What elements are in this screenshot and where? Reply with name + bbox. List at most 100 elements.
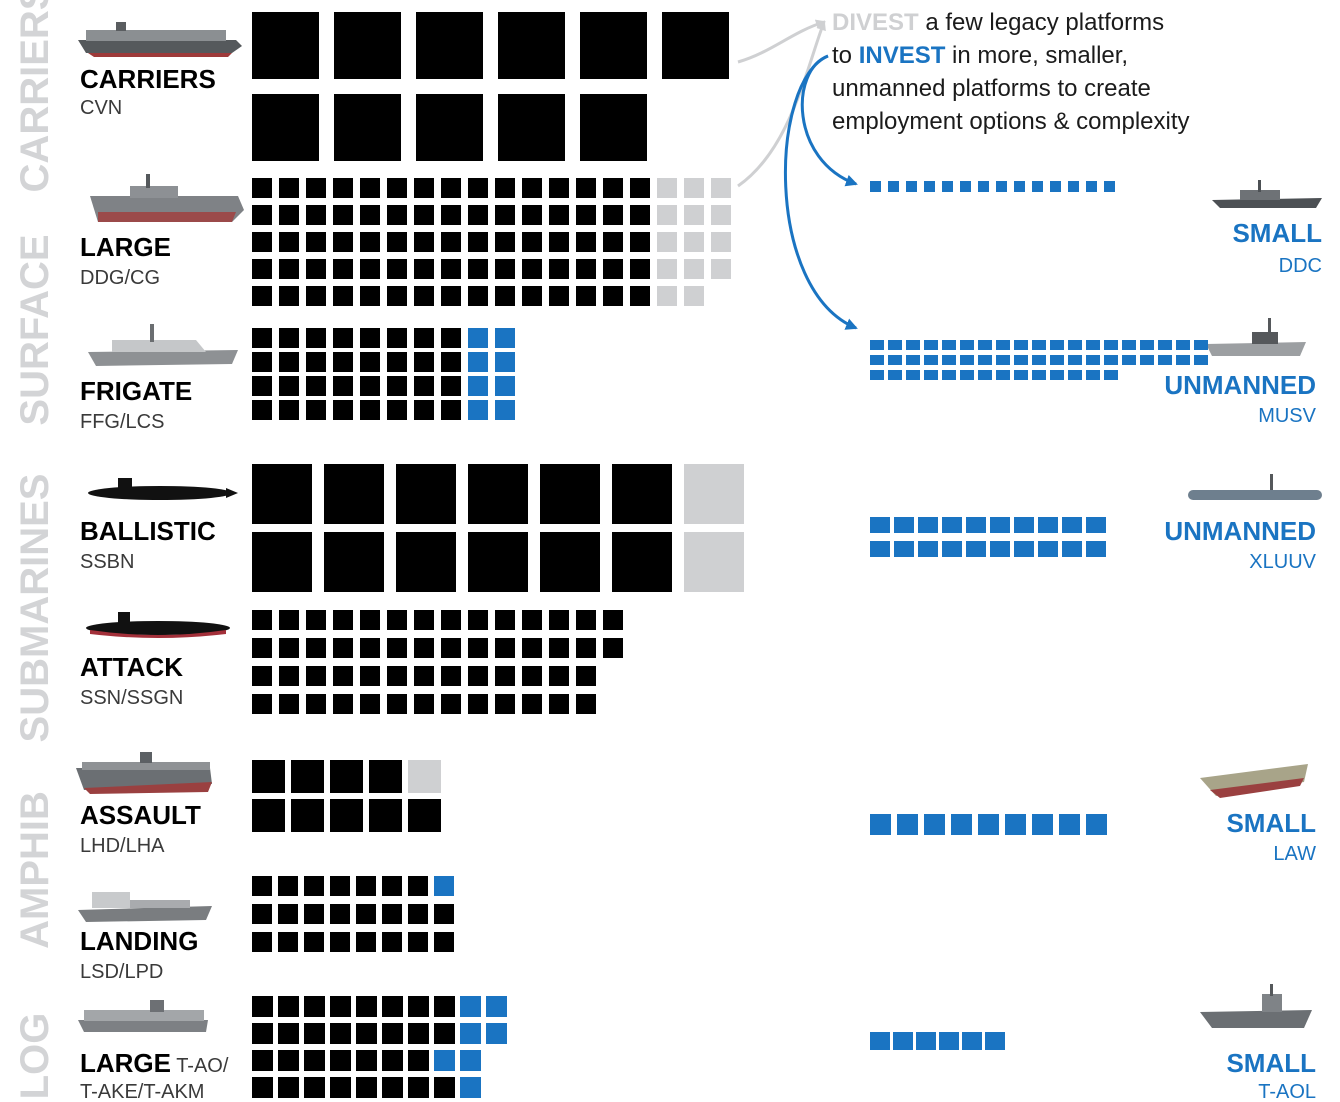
waffle-cell-existing: [576, 259, 596, 279]
waffle-cell-existing: [441, 259, 461, 279]
invest-word: INVEST: [859, 42, 946, 69]
waffle-cell-existing: [540, 464, 600, 524]
divest-word: DIVEST: [832, 9, 919, 36]
new-platform-cell: [906, 181, 917, 192]
waffle-cell-existing: [434, 904, 454, 924]
new-platform-cell: [924, 340, 938, 350]
waffle-cell-existing: [360, 205, 380, 225]
waffle-cell-existing: [333, 205, 353, 225]
waffle-cell-existing: [330, 760, 363, 793]
waffle-cell-existing: [324, 464, 384, 524]
category-label-log: LOG: [13, 1013, 57, 1100]
waffle-cell-existing: [441, 205, 461, 225]
waffle-cell-existing: [414, 694, 434, 714]
waffle-cell-existing: [306, 376, 326, 396]
new-platform-cell: [1032, 814, 1053, 835]
waffle-cell-invest: [495, 328, 515, 348]
annotation-line-1: DIVEST a few legacy platforms: [832, 9, 1164, 36]
waffle-cell-existing: [414, 400, 434, 420]
waffle-cell-existing: [279, 259, 299, 279]
waffle-cell-existing: [468, 464, 528, 524]
waffle-cell-existing: [495, 610, 515, 630]
waffle-cell-existing: [441, 286, 461, 306]
waffle-cell-existing: [414, 178, 434, 198]
ship-code-frigate: FFG/LCS: [80, 411, 164, 433]
waffle-cell-existing: [387, 638, 407, 658]
waffle-cell-existing: [387, 205, 407, 225]
new-platform-cell: [978, 370, 992, 380]
annotation-line-1-rest: a few legacy platforms: [919, 9, 1164, 36]
waffle-cell-existing: [630, 205, 650, 225]
waffle-cell-existing: [522, 259, 542, 279]
ship-label-carriers: CARRIERS: [80, 64, 216, 94]
waffle-cell-existing: [333, 638, 353, 658]
waffle-cell-existing: [278, 1077, 299, 1098]
waffle-cell-existing: [252, 876, 272, 896]
waffle-cell-existing: [382, 932, 402, 952]
new-label-musv: UNMANNED: [1164, 370, 1316, 400]
waffle-cell-existing: [549, 259, 569, 279]
new-platform-cell: [916, 1032, 936, 1050]
waffle-cell-existing: [580, 12, 647, 79]
waffle-cell-existing: [306, 352, 326, 372]
waffle-cell-existing: [334, 12, 401, 79]
waffle-cell-existing: [369, 760, 402, 793]
waffle-cell-existing: [279, 376, 299, 396]
waffle-cell-existing: [408, 1050, 429, 1071]
ship-label-ballistic: BALLISTIC: [80, 516, 216, 546]
new-platform-cell: [1068, 181, 1079, 192]
waffle-cell-existing: [279, 178, 299, 198]
new-platform-cell: [888, 181, 899, 192]
waffle-cell-existing: [360, 286, 380, 306]
waffle-cell-existing: [387, 694, 407, 714]
annotation-line-3: unmanned platforms to create: [832, 75, 1151, 102]
waffle-cell-existing: [252, 464, 312, 524]
waffle-cell-existing: [334, 94, 401, 161]
waffle-cell-existing: [252, 904, 272, 924]
waffle-cell-divest: [684, 259, 704, 279]
new-code-musv: MUSV: [1258, 405, 1316, 427]
waffle-cell-existing: [382, 1050, 403, 1071]
waffle-cell-existing: [441, 352, 461, 372]
waffle-cell-invest: [468, 352, 488, 372]
waffle-cell-invest: [434, 876, 454, 896]
waffle-cell-existing: [333, 610, 353, 630]
waffle-cell-existing: [330, 932, 350, 952]
waffle-cell-existing: [522, 610, 542, 630]
waffle-cell-existing: [360, 376, 380, 396]
divest-arrow-surface: [737, 20, 826, 188]
waffle-cell-existing: [434, 932, 454, 952]
new-platform-cell: [1104, 370, 1118, 380]
new-platform-cell: [1038, 517, 1058, 533]
waffle-cell-existing: [382, 1077, 403, 1098]
waffle-cell-existing: [549, 205, 569, 225]
waffle-cell-existing: [278, 932, 298, 952]
new-platform-cell: [1086, 355, 1100, 365]
waffle-cell-existing: [495, 259, 515, 279]
waffle-cell-existing: [387, 328, 407, 348]
waffle-cell-existing: [468, 178, 488, 198]
waffle-cell-divest: [657, 205, 677, 225]
new-platform-cell: [966, 517, 986, 533]
waffle-cell-existing: [360, 328, 380, 348]
waffle-cell-existing: [252, 996, 273, 1017]
new-platform-cell: [939, 1032, 959, 1050]
waffle-cell-existing: [540, 532, 600, 592]
waffle-cell-divest: [657, 286, 677, 306]
waffle-cell-existing: [304, 932, 324, 952]
waffle-cell-divest: [684, 286, 704, 306]
waffle-cell-existing: [468, 232, 488, 252]
new-platform-cell: [870, 370, 884, 380]
waffle-cell-invest: [460, 1050, 481, 1071]
small-combatant-icon: [1212, 180, 1322, 208]
invest-arrow-musv: [783, 54, 858, 330]
aircraft-carrier-icon: [78, 22, 242, 57]
waffle-cell-existing: [416, 94, 483, 161]
new-platform-cell: [1158, 355, 1172, 365]
waffle-cell-existing: [360, 232, 380, 252]
waffle-cell-existing: [252, 1050, 273, 1071]
waffle-cell-existing: [441, 400, 461, 420]
new-platform-cell: [1005, 814, 1026, 835]
medium-usv-icon: [1206, 318, 1306, 356]
new-platform-cell: [906, 370, 920, 380]
